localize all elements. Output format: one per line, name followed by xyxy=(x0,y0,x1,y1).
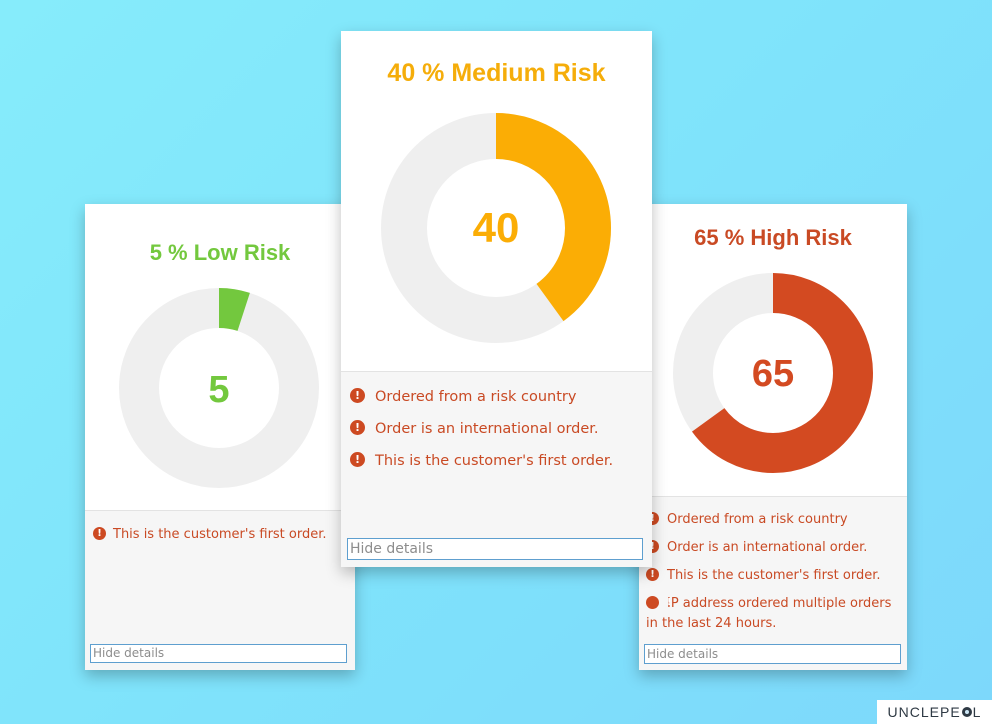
risk-donut-chart: 5 xyxy=(119,288,319,488)
alert-icon: ! xyxy=(350,388,365,403)
risk-score: 65 xyxy=(752,353,794,395)
risk-reason-text: IP address ordered multiple orders in th… xyxy=(646,596,892,631)
risk-card-low: 5 % Low Risk 5 ! This is the customer's … xyxy=(85,204,355,670)
risk-reason-text: Order is an international order. xyxy=(667,540,868,555)
alert-icon: ! xyxy=(646,568,659,581)
risk-reason: ! Order is an international order. xyxy=(646,538,897,558)
hide-details-button[interactable]: Hide details xyxy=(90,644,347,663)
risk-details xyxy=(639,496,907,670)
hide-details-button[interactable]: Hide details xyxy=(644,644,901,664)
risk-title: 5 % Low Risk xyxy=(149,240,291,265)
risk-reason: ! This is the customer's first order. xyxy=(350,451,646,471)
risk-details xyxy=(341,371,652,567)
risk-score: 5 xyxy=(208,369,229,411)
risk-score: 40 xyxy=(473,204,520,251)
risk-title: 65 % High Risk xyxy=(694,225,852,250)
risk-card-high: 65 % High Risk 65 ! Ordered from a risk … xyxy=(639,204,907,670)
risk-summary: 40 % Medium Risk 40 xyxy=(341,31,652,371)
alert-icon: ! xyxy=(350,420,365,435)
risk-reasons-list: ! Ordered from a risk country ! Order is… xyxy=(639,510,907,642)
donut-value-arc xyxy=(381,113,611,343)
risk-reasons-list: ! This is the customer's first order. xyxy=(85,526,355,544)
risk-summary: 5 % Low Risk 5 xyxy=(85,204,355,510)
donut-value-arc xyxy=(119,288,319,488)
risk-reason: ! Ordered from a risk country xyxy=(646,510,897,530)
donut-value-arc xyxy=(673,273,873,473)
brand-logo: UNCLEPE L xyxy=(877,700,992,724)
risk-details xyxy=(85,510,355,670)
brand-text-left: UNCLEPE xyxy=(887,704,961,720)
risk-reasons-list: ! Ordered from a risk country ! Order is… xyxy=(341,387,652,483)
risk-reason-text: Ordered from a risk country xyxy=(375,389,577,405)
risk-reason-text: This is the customer's first order. xyxy=(375,453,614,469)
hide-details-button[interactable]: Hide details xyxy=(347,538,643,560)
alert-icon: ! xyxy=(646,596,672,609)
risk-reason: ! IP address ordered multiple orders in … xyxy=(646,594,897,634)
risk-donut-chart: 65 xyxy=(673,273,873,473)
risk-donut-chart: 40 xyxy=(381,113,611,343)
risk-reason-text: This is the customer's first order. xyxy=(113,527,327,542)
alert-icon: ! xyxy=(350,452,365,467)
risk-reason-text: This is the customer's first order. xyxy=(667,568,881,583)
risk-card-medium: 40 % Medium Risk 40 ! Ordered from a ris… xyxy=(341,31,652,567)
risk-reason: ! Ordered from a risk country xyxy=(350,387,646,407)
risk-reason: ! This is the customer's first order. xyxy=(646,566,897,586)
risk-summary: 65 % High Risk 65 xyxy=(639,204,907,496)
risk-reason-text: Ordered from a risk country xyxy=(667,512,848,527)
owl-face-icon xyxy=(961,707,972,717)
risk-reason: ! This is the customer's first order. xyxy=(93,526,349,544)
brand-text-right: L xyxy=(972,704,982,720)
risk-reason-text: Order is an international order. xyxy=(375,421,599,437)
risk-reason: ! Order is an international order. xyxy=(350,419,646,439)
risk-title: 40 % Medium Risk xyxy=(387,59,606,87)
alert-icon: ! xyxy=(93,527,106,540)
